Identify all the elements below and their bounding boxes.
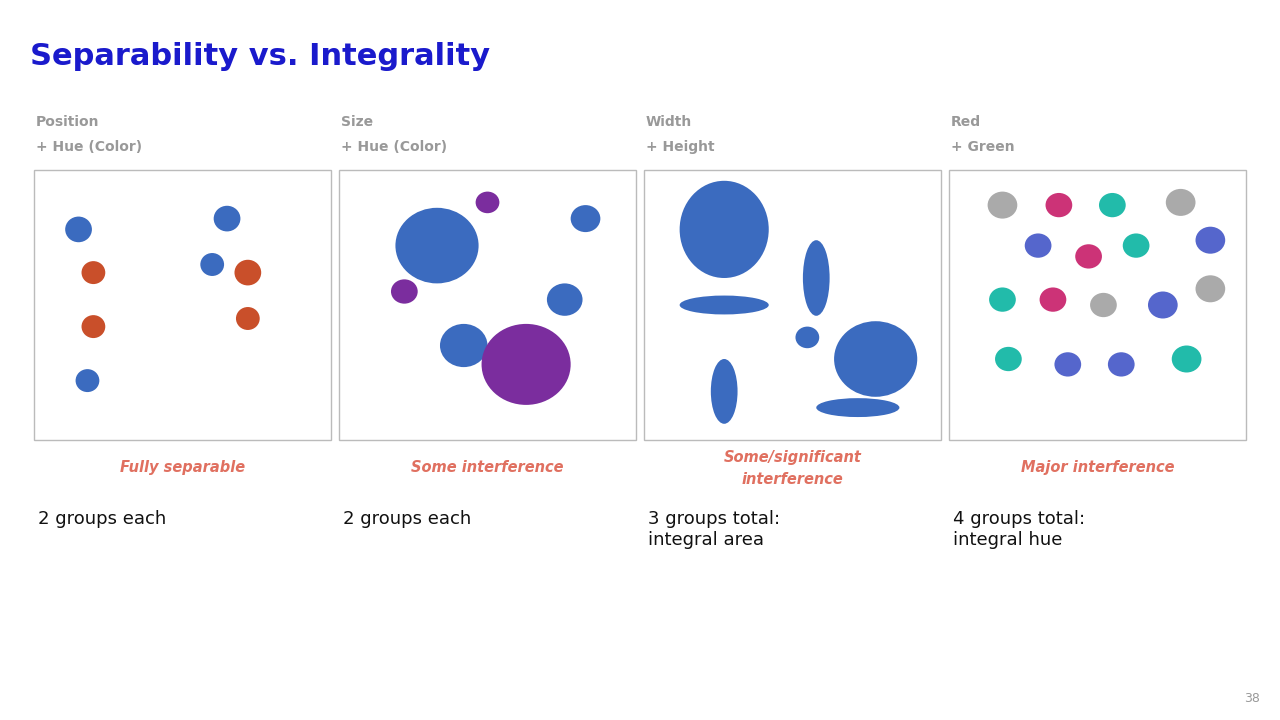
Text: + Green: + Green xyxy=(951,140,1015,154)
Ellipse shape xyxy=(835,321,918,397)
Text: Width: Width xyxy=(646,115,692,129)
Ellipse shape xyxy=(989,287,1016,312)
Ellipse shape xyxy=(1025,233,1051,258)
FancyBboxPatch shape xyxy=(35,170,332,440)
Ellipse shape xyxy=(795,327,819,348)
Ellipse shape xyxy=(680,295,769,315)
Ellipse shape xyxy=(803,240,829,316)
Ellipse shape xyxy=(571,205,600,232)
Ellipse shape xyxy=(82,261,105,284)
Ellipse shape xyxy=(236,307,260,330)
Ellipse shape xyxy=(680,181,769,278)
FancyBboxPatch shape xyxy=(644,170,941,440)
Ellipse shape xyxy=(995,347,1021,371)
Ellipse shape xyxy=(1091,293,1117,317)
Text: Major interference: Major interference xyxy=(1020,460,1174,475)
Ellipse shape xyxy=(988,192,1018,219)
Text: 2 groups each: 2 groups each xyxy=(38,510,166,528)
Ellipse shape xyxy=(481,324,571,405)
Ellipse shape xyxy=(1148,292,1178,318)
Ellipse shape xyxy=(234,260,261,285)
Ellipse shape xyxy=(1046,193,1073,217)
Text: + Hue (Color): + Hue (Color) xyxy=(340,140,447,154)
Text: Some/significant: Some/significant xyxy=(723,450,861,465)
Ellipse shape xyxy=(710,359,737,424)
Text: Some interference: Some interference xyxy=(411,460,563,475)
Text: interference: interference xyxy=(741,472,844,487)
Ellipse shape xyxy=(214,206,241,231)
Ellipse shape xyxy=(76,369,100,392)
Text: Position: Position xyxy=(36,115,100,129)
Ellipse shape xyxy=(1108,352,1134,377)
Ellipse shape xyxy=(817,398,900,417)
FancyBboxPatch shape xyxy=(339,170,636,440)
Ellipse shape xyxy=(200,253,224,276)
Text: 38: 38 xyxy=(1244,692,1260,705)
Text: + Hue (Color): + Hue (Color) xyxy=(36,140,142,154)
Ellipse shape xyxy=(1196,275,1225,302)
Text: Size: Size xyxy=(340,115,374,129)
Text: Separability vs. Integrality: Separability vs. Integrality xyxy=(29,42,490,71)
Ellipse shape xyxy=(1075,244,1102,269)
Text: 4 groups total:
integral hue: 4 groups total: integral hue xyxy=(954,510,1085,549)
Ellipse shape xyxy=(547,284,582,316)
Ellipse shape xyxy=(476,192,499,213)
Ellipse shape xyxy=(1100,193,1125,217)
Ellipse shape xyxy=(390,279,417,304)
Text: Fully separable: Fully separable xyxy=(120,460,244,475)
Ellipse shape xyxy=(396,208,479,284)
Ellipse shape xyxy=(1123,233,1149,258)
Ellipse shape xyxy=(440,324,488,367)
Ellipse shape xyxy=(1055,352,1082,377)
Ellipse shape xyxy=(1196,227,1225,253)
Text: + Height: + Height xyxy=(646,140,714,154)
Ellipse shape xyxy=(1166,189,1196,216)
Ellipse shape xyxy=(1171,346,1202,372)
Ellipse shape xyxy=(82,315,105,338)
FancyBboxPatch shape xyxy=(948,170,1245,440)
Text: 2 groups each: 2 groups each xyxy=(343,510,471,528)
Text: Red: Red xyxy=(951,115,982,129)
Ellipse shape xyxy=(65,217,92,242)
Ellipse shape xyxy=(1039,287,1066,312)
Text: 3 groups total:
integral area: 3 groups total: integral area xyxy=(648,510,780,549)
